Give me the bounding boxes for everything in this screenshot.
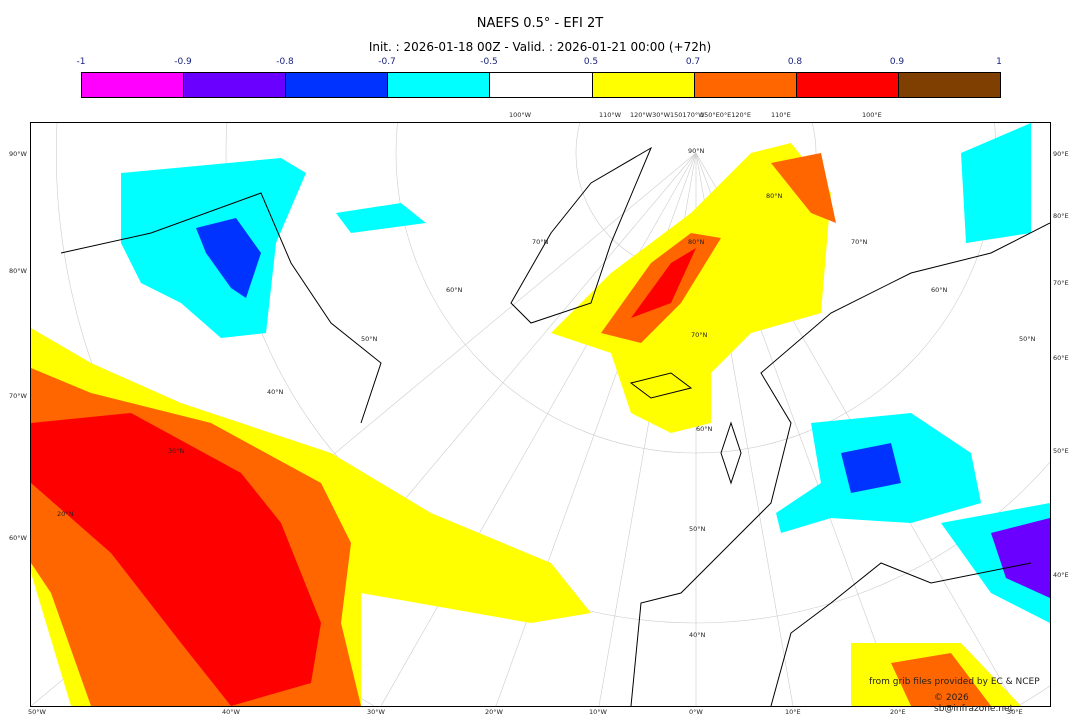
colorbar-segment [694,73,797,97]
bottom-axis-label: 20°E [890,708,906,716]
latitude-label: 30°N [168,447,185,455]
efi-hot-greenland [631,248,696,318]
right-axis-label: 60°E [1053,354,1069,362]
map-subtitle: Init. : 2026-01-18 00Z - Valid. : 2026-0… [368,40,712,54]
right-axis-label: 70°E [1053,279,1069,287]
efi-warm-arctic [771,153,836,223]
bottom-axis-label: 20°W [485,708,503,716]
efi-cold-area [336,203,426,233]
efi-cold-core-europe [841,443,901,493]
efi-warm-greenland-sea [551,143,831,433]
efi-very-cold-east [991,518,1050,598]
colorbar-segment [286,73,389,97]
right-axis-label: 40°E [1053,571,1069,579]
coastlines [60,146,1050,706]
copyright: © 2026 sb@infrazone.net [934,693,1014,714]
latitude-label: 90°N [688,147,705,155]
colorbar-tick: 0.9 [889,57,905,67]
latitude-label: 50°N [689,525,706,533]
efi-field [31,123,1050,706]
latitude-label: 60°N [696,425,713,433]
colorbar-tick: -0.7 [378,57,396,67]
bottom-axis-label: 10°E [785,708,801,716]
colorbar-tick: -0.5 [480,57,498,67]
left-axis-label: 60°W [9,534,27,542]
colorbar [81,72,1001,98]
colorbar-segment [388,73,491,97]
map-title: NAEFS 0.5° - EFI 2T [476,16,604,31]
colorbar-tick: 0.7 [685,57,701,67]
latitude-label: 40°N [689,631,706,639]
latitude-label: 40°N [267,388,284,396]
left-axis-label: 70°W [9,392,27,400]
latitude-label: 70°N [851,238,868,246]
colorbar-segment [898,73,1000,97]
efi-cold-area [961,123,1031,243]
colorbar-tick: -0.8 [276,57,294,67]
latitude-label: 70°N [532,238,549,246]
top-axis-label: 110°E [771,111,791,119]
latitude-label: 20°N [57,510,74,518]
colorbar-segment [184,73,287,97]
latitude-label: 70°N [691,331,708,339]
efi-cold-core [196,218,261,298]
efi-warm-turkey-core [891,653,991,706]
top-axis-label: 100°W [509,111,532,119]
right-axis-label: 80°E [1053,212,1069,220]
latitude-label: 80°N [688,238,705,246]
left-axis-label: 90°W [9,150,27,158]
map-area: 90°N 80°N 80°N 70°N 70°N 70°N 60°N 60°N 60°N 50°N… [30,122,1051,714]
efi-very-warm [31,413,321,706]
top-axis-label: 120°W30°W150170°W [630,111,705,119]
colorbar-segment [82,73,185,97]
latitude-label: 60°N [931,286,948,294]
colorbar-segment [490,73,593,97]
bottom-axis-label: 30°W [367,708,385,716]
colorbar-tick: -0.9 [174,57,192,67]
bottom-axis-label: 30°E [1007,708,1023,716]
colorbar-tick: 0.5 [583,57,599,67]
source-credit: from grib files provided by EC & NCEP [869,677,1040,687]
bottom-axis-label: 50°W [28,708,46,716]
right-axis-label: 50°E [1053,447,1069,455]
colorbar-segment [796,73,899,97]
colorbar-tick: 1 [996,57,1002,67]
latitude-label: 60°N [446,286,463,294]
latitude-label: 80°N [766,192,783,200]
right-axis-label: 90°E [1053,150,1069,158]
bottom-axis-label: 40°W [222,708,240,716]
colorbar-segment [592,73,695,97]
bottom-axis-label: 0°W [689,708,703,716]
bottom-axis-label: 10°W [589,708,607,716]
latitude-label: 50°N [361,335,378,343]
top-axis-label: 150°E0°E120°E [700,111,752,119]
top-axis-label: 100°E [862,111,882,119]
colorbar-tick: 0.8 [787,57,803,67]
colorbar-tick: -1 [76,57,86,67]
latitude-label: 50°N [1019,335,1036,343]
top-axis-label: 110°W [599,111,622,119]
left-axis-label: 80°W [9,267,27,275]
